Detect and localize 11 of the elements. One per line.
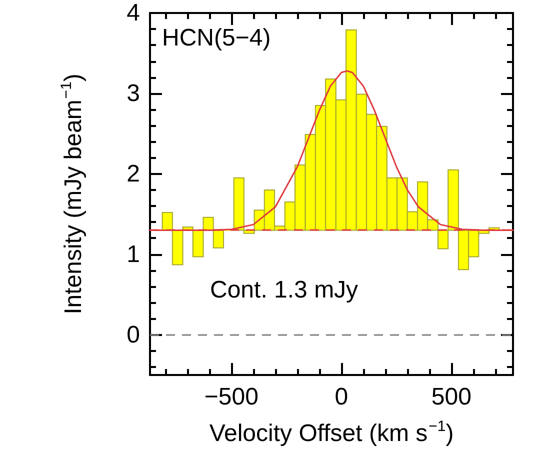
y-tick-label: 4 (126, 0, 140, 26)
x-tick-label: −500 (204, 384, 258, 410)
annotation: HCN(5−4) (162, 24, 271, 52)
annotation: Cont. 1.3 mJy (210, 276, 358, 304)
y-tick-label: 0 (126, 321, 140, 348)
x-tick-label: 0 (334, 384, 348, 410)
y-tick-label: 1 (126, 240, 140, 268)
y-tick-label: 2 (126, 160, 140, 188)
x-tick-label: 500 (431, 384, 472, 410)
y-axis-title: Intensity (mJy beam−1) (58, 74, 87, 314)
y-tick-label: 3 (126, 80, 140, 107)
